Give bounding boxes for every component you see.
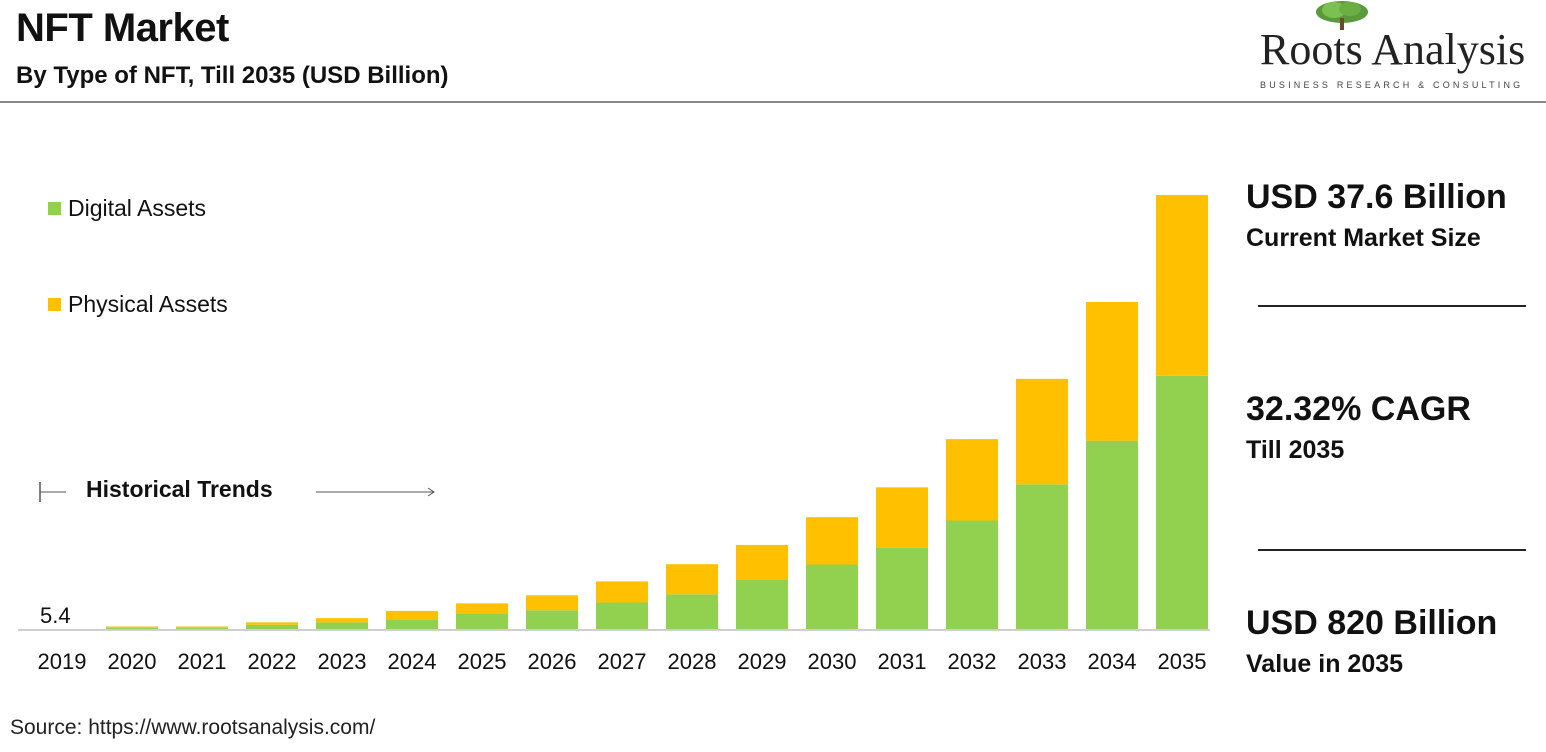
stats-divider-1	[1258, 305, 1526, 307]
x-tick-label-2022: 2022	[248, 649, 297, 674]
bar-2028-physical	[666, 564, 718, 595]
bar-2022-physical	[246, 622, 298, 625]
bar-2035-physical	[1156, 195, 1208, 376]
legend-item-physical-assets: Physical Assets	[48, 291, 228, 318]
x-tick-label-2030: 2030	[808, 649, 857, 674]
bar-2029-digital	[736, 579, 788, 629]
source-note: Source: https://www.rootsanalysis.com/	[10, 716, 376, 739]
bar-2026-physical	[526, 595, 578, 611]
legend-swatch-digital	[48, 202, 61, 215]
bar-2031-physical	[876, 487, 928, 548]
bar-2027-physical	[596, 581, 648, 603]
bar-2023-digital	[316, 622, 368, 629]
x-tick-label-2033: 2033	[1018, 649, 1067, 674]
x-tick-label-2024: 2024	[388, 649, 437, 674]
bar-2020-digital	[106, 627, 158, 629]
bar-2021-digital	[176, 627, 228, 629]
x-tick-label-2021: 2021	[178, 649, 227, 674]
bar-2030-physical	[806, 517, 858, 565]
chart-title: NFT Market	[16, 6, 229, 50]
bar-2025-digital	[456, 613, 508, 629]
stats-divider-2	[1258, 549, 1526, 551]
bar-2032-digital	[946, 520, 998, 629]
future-value: USD 820 Billion	[1246, 604, 1498, 642]
legend-label-digital: Digital Assets	[68, 195, 207, 221]
bar-2035-digital	[1156, 375, 1208, 629]
x-tick-label-2035: 2035	[1158, 649, 1207, 674]
current-market-size-value: USD 37.6 Billion	[1246, 178, 1507, 216]
bar-2033-physical	[1016, 378, 1068, 485]
historical-trends-annotation: Historical Trends	[38, 476, 458, 506]
legend-item-digital-assets: Digital Assets	[48, 195, 206, 222]
bar-2034-physical	[1086, 302, 1138, 441]
bar-2027-digital	[596, 602, 648, 629]
x-tick-label-2032: 2032	[948, 649, 997, 674]
bar-2023-physical	[316, 618, 368, 623]
bar-2021-physical	[176, 625, 228, 628]
legend-label-physical: Physical Assets	[68, 291, 228, 317]
bar-2034-digital	[1086, 440, 1138, 629]
historical-trends-label: Historical Trends	[86, 476, 273, 502]
chart-subtitle: By Type of NFT, Till 2035 (USD Billion)	[16, 62, 449, 89]
header-divider	[0, 101, 1546, 103]
historical-trends-arrow	[39, 482, 435, 502]
roots-analysis-logo: Roots Analysis BUSINESS RESEARCH & CONSU…	[1250, 0, 1540, 95]
cagr-label: Till 2035	[1246, 436, 1345, 464]
x-tick-label-2028: 2028	[668, 649, 717, 674]
x-tick-label-2034: 2034	[1088, 649, 1137, 674]
x-tick-label-2019: 2019	[38, 649, 87, 674]
bar-2028-digital	[666, 594, 718, 629]
bar-2020-physical	[106, 626, 158, 628]
bar-2031-digital	[876, 547, 928, 629]
bar-2030-digital	[806, 564, 858, 629]
tree-icon	[1316, 1, 1368, 30]
x-tick-label-2026: 2026	[528, 649, 577, 674]
future-value-label: Value in 2035	[1246, 650, 1404, 678]
x-tick-label-2023: 2023	[318, 649, 367, 674]
bar-2033-digital	[1016, 484, 1068, 629]
logo-name: Roots Analysis	[1260, 25, 1526, 74]
current-market-size-label: Current Market Size	[1246, 224, 1481, 252]
logo-tagline: BUSINESS RESEARCH & CONSULTING	[1260, 80, 1524, 90]
bar-2029-physical	[736, 544, 788, 580]
x-tick-label-2027: 2027	[598, 649, 647, 674]
cagr-value: 32.32% CAGR	[1246, 390, 1471, 428]
bar-2022-digital	[246, 624, 298, 629]
bar-2026-digital	[526, 610, 578, 629]
data-label-2019: 5.4	[40, 603, 71, 628]
bar-2024-digital	[386, 619, 438, 629]
legend-swatch-physical	[48, 298, 61, 311]
bar-2024-physical	[386, 610, 438, 620]
bar-2032-physical	[946, 439, 998, 521]
x-tick-label-2025: 2025	[458, 649, 507, 674]
bar-2025-physical	[456, 603, 508, 614]
x-tick-label-2031: 2031	[878, 649, 927, 674]
x-tick-label-2020: 2020	[108, 649, 157, 674]
x-tick-label-2029: 2029	[738, 649, 787, 674]
